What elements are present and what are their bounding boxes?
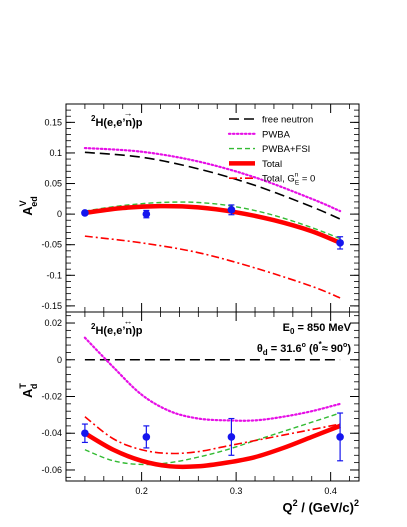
series-total: [83, 423, 341, 470]
y-tick-label: -0.15: [41, 301, 62, 311]
beam-energy-label: E0 = 850 MeV: [283, 322, 352, 336]
plot-frame: [65, 311, 360, 482]
data-point: [227, 206, 236, 214]
x-tick-label: 0.3: [230, 486, 243, 496]
legend-label: Total: [262, 159, 282, 170]
y-tick-label: -0.1: [46, 270, 62, 280]
x-tick-label: 0.2: [135, 486, 148, 496]
top-panel: -0.15 -0.1 -0.05 0 0.05 0.1 0.15 AVed 2H(e,e’n)p…: [18, 103, 360, 313]
y-tick-label: -0.04: [41, 428, 62, 438]
data-point: [336, 433, 344, 441]
legend-label: free neutron: [262, 115, 313, 126]
y-axis-title: AVed: [18, 196, 39, 215]
reaction-label: 2H(e,e’n)p: [91, 114, 143, 129]
polarization-arrow: →: [124, 108, 133, 118]
y-tick-label: -0.05: [41, 240, 62, 250]
data-point: [227, 433, 236, 441]
data-point: [81, 429, 89, 438]
y-tick-label: 0: [57, 209, 62, 219]
y-tick-label: 0.05: [44, 179, 62, 189]
y-tick-label: 0: [57, 355, 62, 365]
y-tick-label: 0.1: [49, 148, 62, 158]
legend-label: Total, Gn E = 0: [262, 172, 315, 187]
data-point: [142, 210, 151, 218]
x-tick-label: 0.4: [324, 486, 337, 496]
data-point: [81, 209, 89, 217]
x-axis-title: Q2 / (GeV/c)2: [282, 498, 359, 515]
series-pwba-fsi: [84, 412, 341, 466]
y-tick-label: 0.02: [44, 318, 62, 328]
y-tick-label: -0.06: [41, 465, 62, 475]
data-point: [336, 239, 344, 247]
series-pwba: [83, 336, 342, 422]
data-point: [142, 433, 151, 441]
series-total-gne-0: [84, 416, 341, 455]
series-free-neutron: [84, 151, 341, 220]
legend-label: PWBA: [262, 129, 291, 140]
series-total: [84, 203, 341, 245]
series-pwba: [83, 146, 342, 213]
polarization-arrow: ↔: [124, 316, 133, 326]
angle-label: θd = 31.6o (θ*≈ 90o): [257, 340, 352, 357]
y-axis-title: ATd: [18, 383, 39, 398]
reaction-label: 2H(e,e’n)p: [91, 322, 143, 337]
series-total-gne-0: [84, 235, 341, 299]
y-tick-label: 0.15: [44, 117, 62, 127]
y-tick-label: -0.02: [41, 392, 62, 402]
series-pwba-fsi: [84, 201, 341, 240]
bottom-panel: -0.06 -0.04 -0.02 0 0.02 0.2 0.3 0.4 ATd Q2 / (Ge…: [18, 311, 360, 515]
legend-label: PWBA+FSI: [262, 144, 310, 155]
